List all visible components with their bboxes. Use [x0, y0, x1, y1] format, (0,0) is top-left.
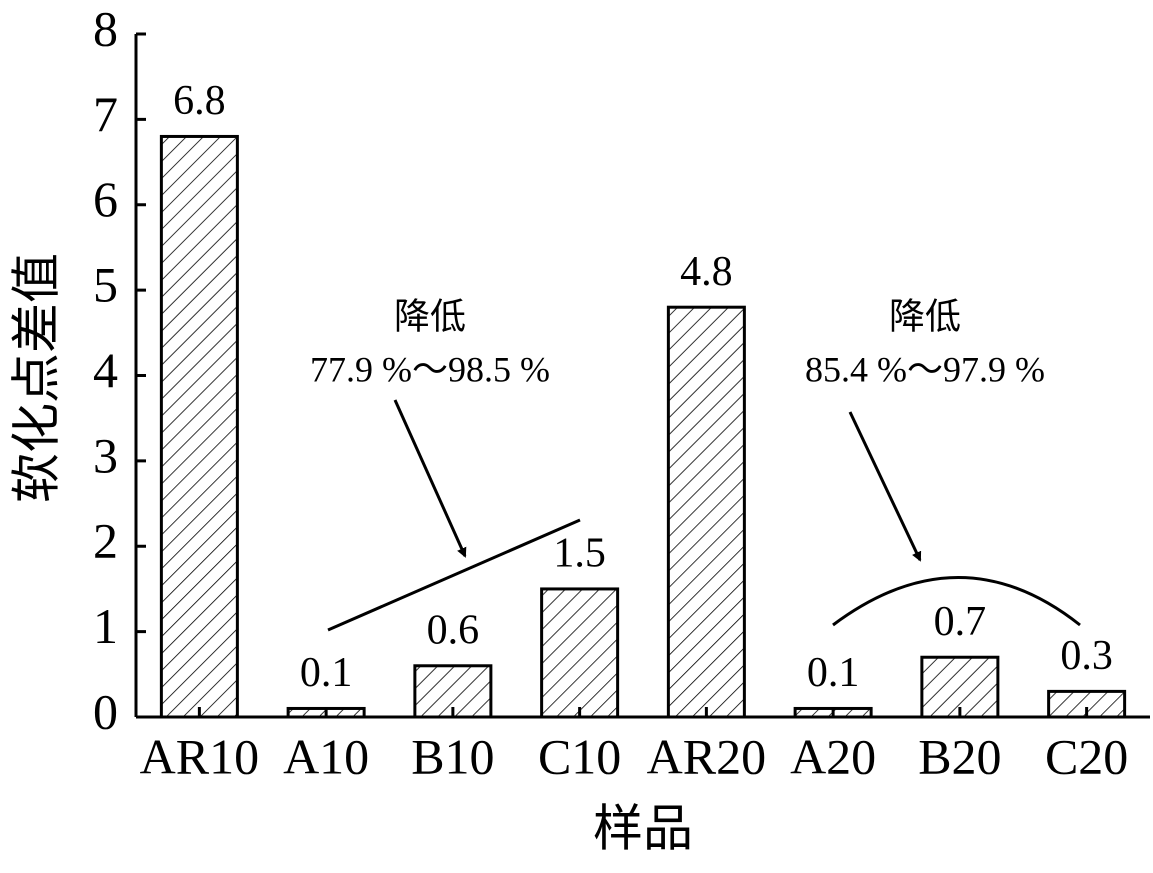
arrow — [848, 411, 922, 562]
annotation: 降低 — [889, 296, 961, 336]
bar — [1047, 689, 1127, 719]
bar — [159, 134, 239, 719]
arrow — [393, 399, 467, 558]
bar — [666, 305, 746, 719]
x-tick-label: AR10 — [140, 728, 259, 784]
value-label: 0.1 — [807, 650, 860, 696]
y-tick-label: 5 — [93, 257, 118, 313]
y-tick-label: 7 — [93, 86, 118, 142]
x-tick-label: A10 — [283, 728, 369, 784]
bar — [413, 664, 493, 719]
value-label: 0.3 — [1060, 633, 1113, 679]
y-axis-label: 软化点差值 — [8, 253, 66, 503]
x-tick-label: AR20 — [647, 728, 766, 784]
x-tick-label: C10 — [538, 728, 621, 784]
annotation: 77.9 %～98.5 % — [310, 349, 550, 389]
x-tick-label: C20 — [1045, 728, 1128, 784]
y-tick-label: 0 — [93, 683, 118, 739]
y-tick-label: 8 — [93, 0, 118, 56]
bar — [920, 655, 1000, 719]
value-label: 6.8 — [173, 78, 226, 124]
bar — [540, 587, 620, 719]
value-label: 0.7 — [934, 599, 987, 645]
y-tick-label: 3 — [93, 427, 118, 483]
annotation: 85.4 %～97.9 % — [805, 349, 1045, 389]
x-axis-label: 样品 — [593, 800, 693, 858]
x-tick-label: B20 — [918, 728, 1001, 784]
bracket-arc — [832, 576, 1081, 627]
value-label: 1.5 — [553, 531, 606, 577]
bar — [793, 706, 873, 719]
annotation: 降低 — [394, 296, 466, 336]
bar — [286, 706, 366, 719]
value-label: 0.6 — [427, 607, 480, 653]
y-tick-label: 2 — [93, 513, 118, 569]
y-tick-label: 6 — [93, 171, 118, 227]
x-tick-label: B10 — [411, 728, 494, 784]
value-label: 4.8 — [680, 249, 733, 295]
x-tick-label: A20 — [790, 728, 876, 784]
value-label: 0.1 — [300, 650, 353, 696]
bracket-line — [327, 518, 581, 632]
y-tick-label: 4 — [93, 342, 118, 398]
y-tick-label: 1 — [93, 598, 118, 654]
